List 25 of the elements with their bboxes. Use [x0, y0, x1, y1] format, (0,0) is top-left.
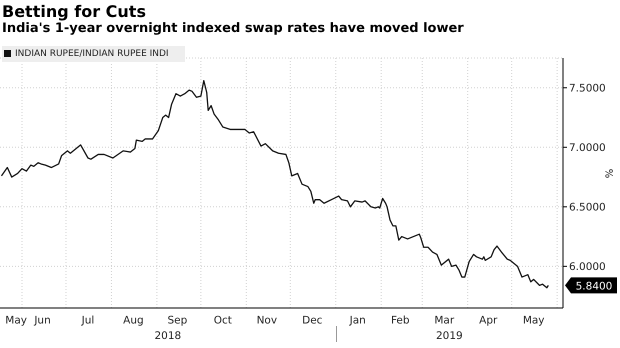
y-tick-label: 7.5000 — [569, 82, 606, 94]
text: 2019 — [434, 330, 464, 342]
x-tick-label: Nov — [256, 314, 278, 326]
x-tick-label: May — [522, 314, 545, 326]
chart-subtitle: India's 1-year overnight indexed swap rates have moved lower — [2, 21, 464, 36]
y-axis-title: % — [602, 168, 614, 178]
x-tick-label: Jan — [348, 314, 366, 326]
x-tick-label: Mar — [434, 314, 455, 326]
chart-title: Betting for Cuts — [2, 2, 146, 21]
y-tick-label: 6.0000 — [569, 261, 606, 274]
line-series — [0, 80, 549, 288]
x-tick-label: Aug — [123, 314, 144, 326]
x-tick-label: Apr — [479, 314, 498, 326]
x-tick-label: May — [5, 314, 27, 326]
x-tick-label: Sep — [168, 314, 188, 326]
x-tick-label: Oct — [214, 314, 232, 326]
y-tick-label: 6.5000 — [569, 202, 606, 214]
annotation: 5.8400 — [576, 280, 612, 292]
legend-label: INDIAN RUPEE/INDIAN RUPEE INDI — [15, 49, 169, 59]
x-tick-label: Dec — [302, 314, 323, 326]
text: 2018 — [153, 330, 182, 342]
x-tick-label: Feb — [390, 314, 410, 326]
y-tick-label: 7.0000 — [569, 142, 606, 154]
x-tick-label: Jun — [33, 314, 51, 326]
x-tick-label: Jul — [80, 314, 94, 326]
